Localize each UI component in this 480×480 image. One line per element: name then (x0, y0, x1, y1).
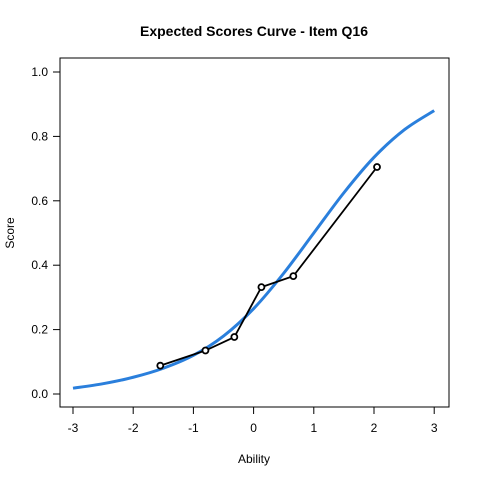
series-group (72, 109, 436, 390)
y-tick-label: 0.2 (31, 323, 48, 337)
observed-score-point (289, 272, 298, 281)
x-tick-label: 2 (371, 421, 378, 435)
expected-score-curve (72, 109, 436, 390)
observed-score-point (230, 333, 239, 341)
y-tick-label: 0.8 (31, 129, 48, 143)
x-tick-label: 0 (250, 421, 257, 435)
x-tick-label: -3 (68, 421, 79, 435)
x-tick-label: -2 (128, 421, 139, 435)
observed-score-line (160, 166, 378, 367)
x-tick-label: 1 (310, 421, 317, 435)
y-tick-label: 0.6 (31, 194, 48, 208)
observed-score-point (156, 361, 165, 370)
x-axis-label: Ability (238, 452, 270, 466)
y-tick-label: 0.4 (31, 258, 48, 272)
chart-title: Expected Scores Curve - Item Q16 (140, 23, 368, 39)
observed-score-point (257, 283, 266, 291)
y-tick-label: 1.0 (31, 65, 48, 79)
observed-score-point (373, 163, 381, 171)
x-tick-label: 3 (431, 421, 438, 435)
axes-group: -3 -2 -1 0 1 2 3 0.0 0.2 0.4 0.6 0.8 1.0 (31, 65, 438, 435)
y-axis-label: Score (3, 217, 17, 249)
observed-score-point (201, 346, 210, 355)
y-tick-label: 0.0 (31, 387, 48, 401)
x-tick-label: -1 (188, 421, 199, 435)
